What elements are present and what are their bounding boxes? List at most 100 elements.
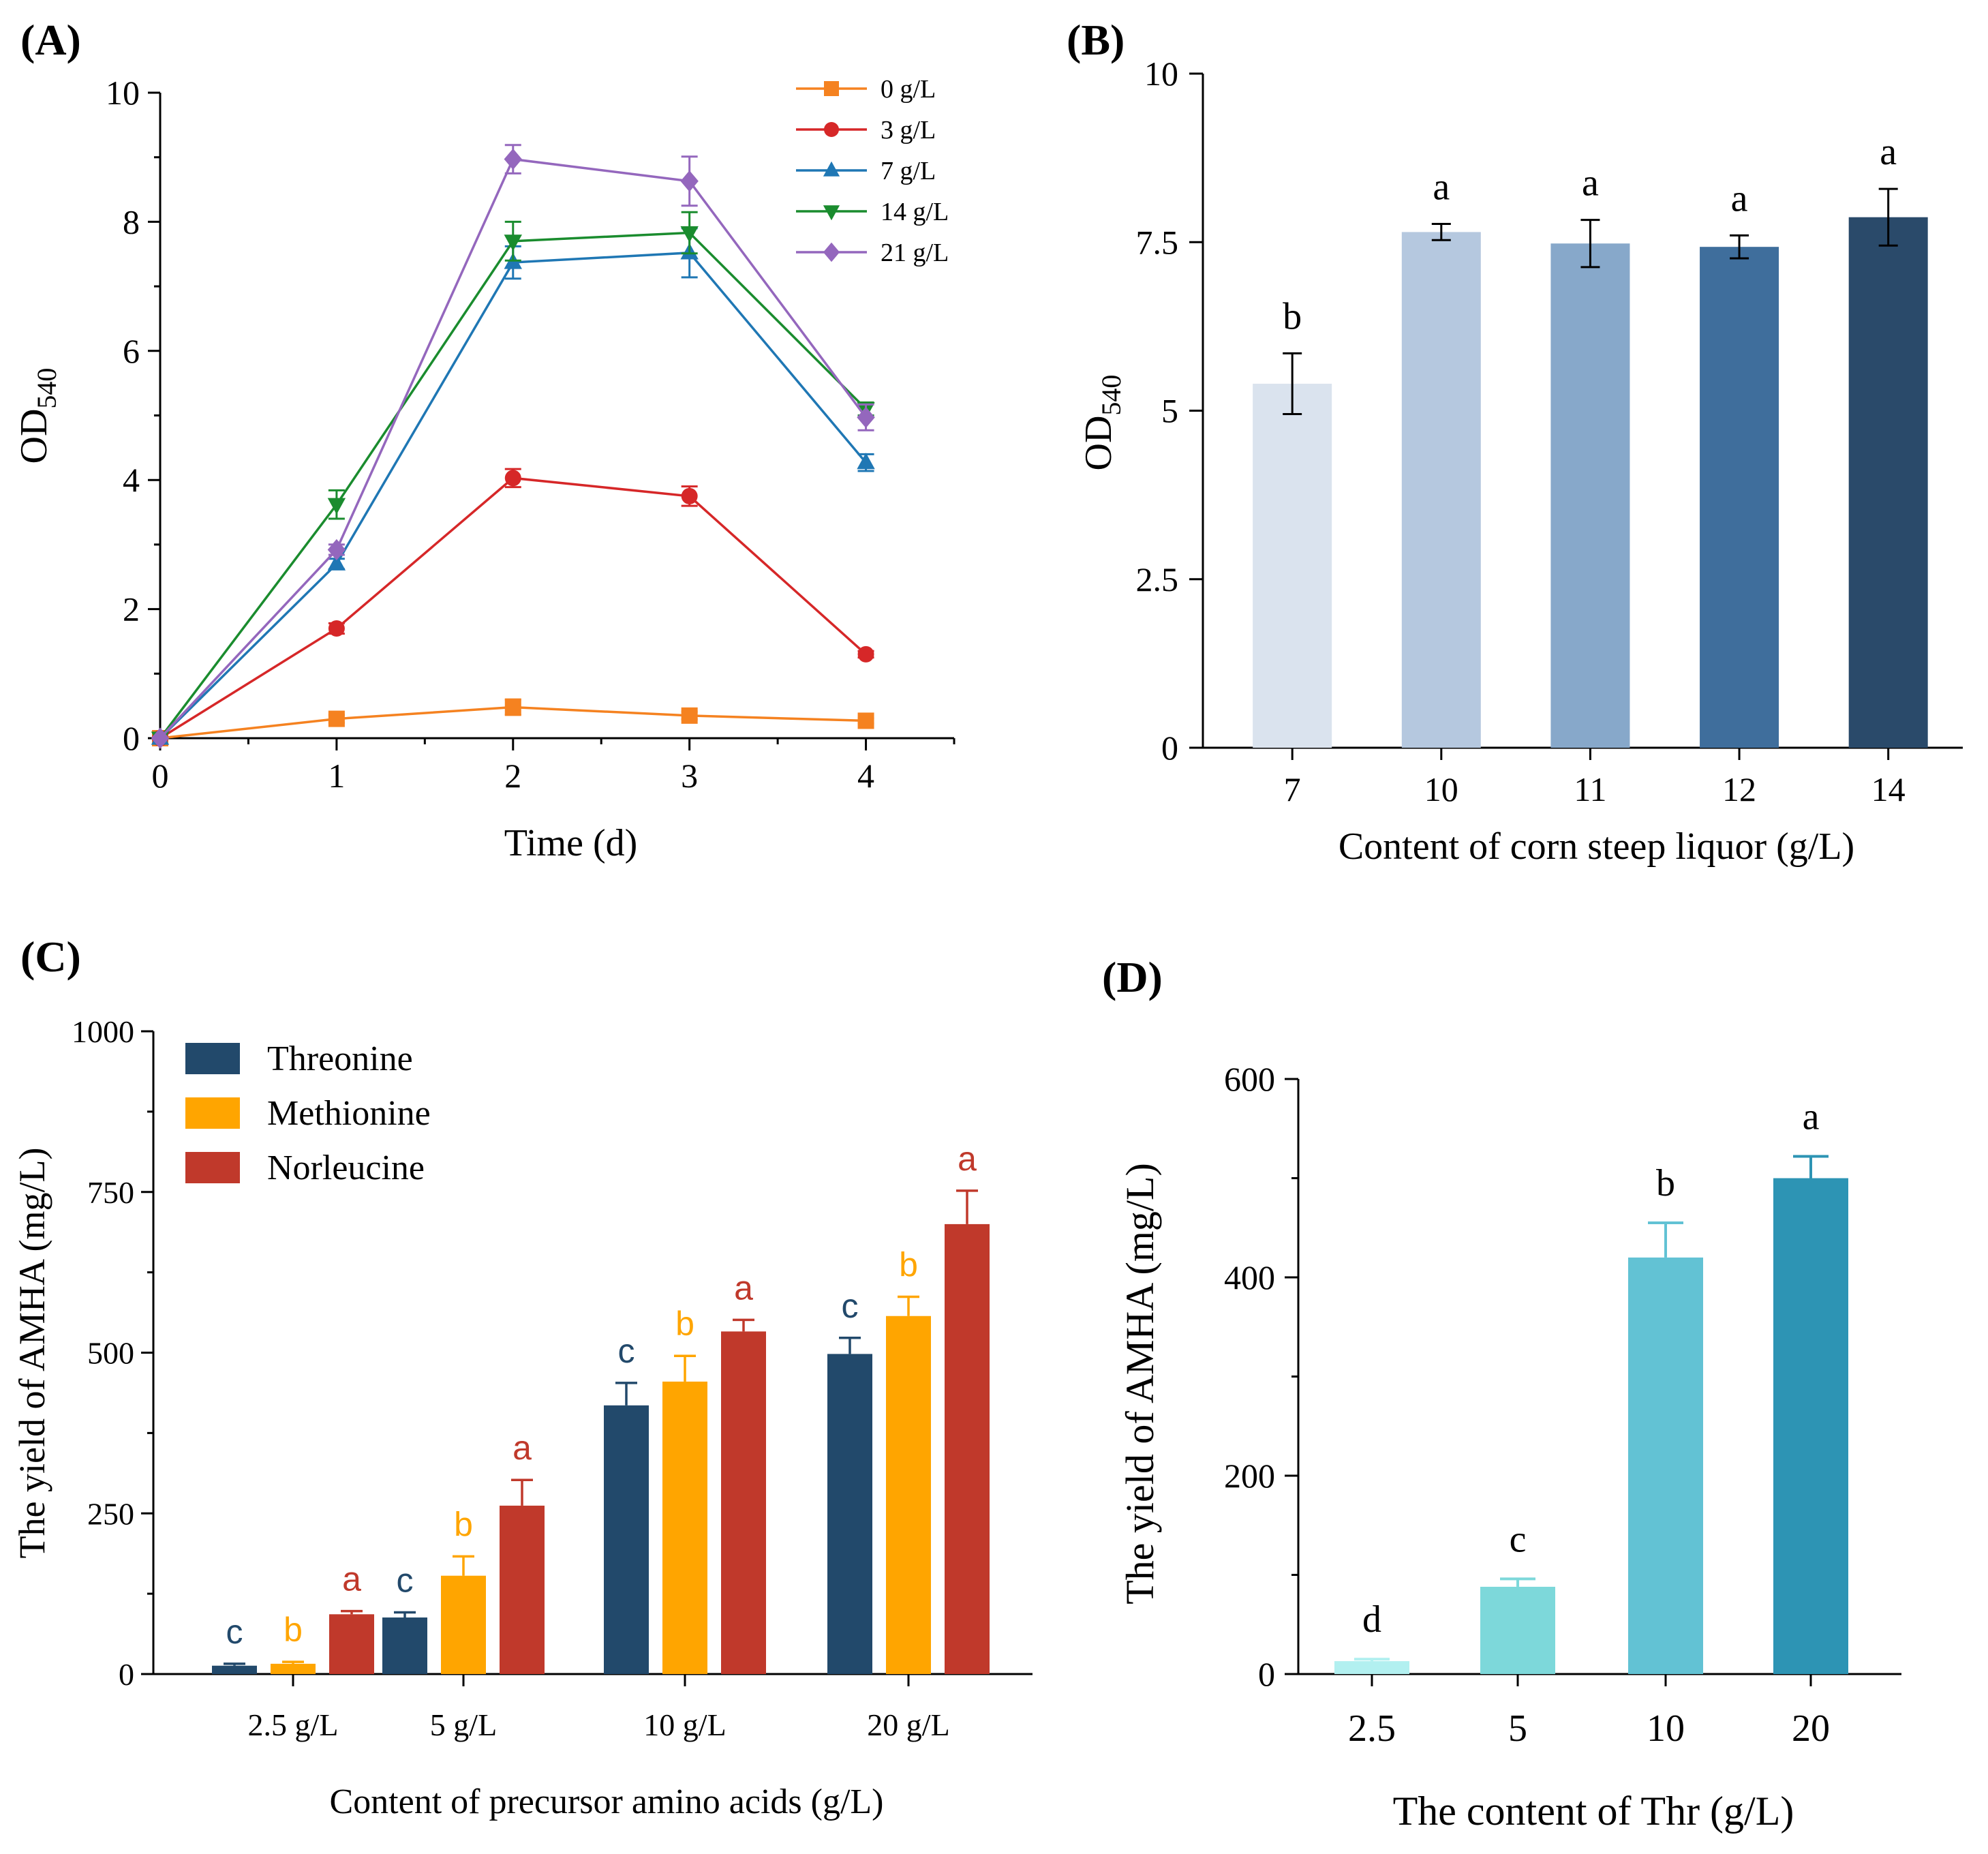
y-tick-label: 7.5 [1136, 223, 1179, 261]
y-axis-title-subscript: 540 [1096, 375, 1127, 416]
panel-label: (C) [20, 932, 81, 981]
x-tick-label: 10 [1424, 770, 1458, 808]
y-tick-label: 0 [1258, 1655, 1275, 1693]
bar-methionine [271, 1663, 316, 1674]
bar-threonine [212, 1665, 257, 1674]
legend-label: 3 g/L [881, 116, 936, 145]
bar-threonine [604, 1405, 649, 1674]
y-tick-label: 400 [1224, 1258, 1275, 1296]
legend-swatch [185, 1097, 240, 1129]
bar [1628, 1257, 1703, 1674]
legend-label: Norleucine [267, 1149, 425, 1187]
x-axis-title: Content of corn steep liquor (g/L) [1339, 825, 1854, 868]
bar-norleucine [329, 1614, 374, 1674]
y-tick-label: 10 [106, 74, 140, 112]
data-point [681, 707, 698, 724]
x-axis-title: Time (d) [504, 822, 638, 864]
y-tick-label: 2.5 [1136, 560, 1179, 598]
legend-swatch [185, 1152, 240, 1183]
data-point [327, 498, 346, 515]
panel-b: (B) 0 2.5 5 7.5 10 b 7 a 10 a 11 a 12 a 14 Content of co… [1067, 16, 1963, 868]
y-tick-label: 0 [123, 719, 140, 757]
x-axis-title: Content of precursor amino acids (g/L) [330, 1782, 884, 1821]
significance-letter: b [284, 1611, 303, 1649]
significance-letter: c [1510, 1518, 1527, 1560]
y-tick-label: 10 [1144, 55, 1178, 93]
significance-letter: a [1731, 177, 1748, 219]
bar [1700, 247, 1779, 748]
series-line [159, 252, 867, 740]
bar-threonine [827, 1354, 872, 1674]
legend-label: Threonine [267, 1039, 413, 1078]
bar-norleucine [500, 1505, 545, 1674]
x-tick-label: 2 [504, 757, 521, 795]
significance-letter: a [513, 1429, 532, 1467]
x-tick-label: 3 [681, 757, 698, 795]
data-point [680, 226, 699, 243]
x-tick-label: 10 g/L [643, 1707, 726, 1742]
x-tick-label: 1 [328, 757, 345, 795]
significance-letter: a [1433, 166, 1450, 209]
y-tick-label: 250 [87, 1496, 134, 1531]
legend: Threonine Methionine Norleucine [185, 1039, 431, 1187]
y-tick-label: 0 [1161, 729, 1178, 767]
legend-swatch [185, 1043, 240, 1074]
bar-threonine [382, 1617, 427, 1674]
significance-letter: a [1582, 162, 1599, 204]
y-axis-title: The yield of AMHA (mg/L) [1118, 1163, 1162, 1605]
data-point [328, 620, 345, 637]
y-axis-title-subscript: 540 [31, 368, 62, 409]
bar [1480, 1586, 1555, 1674]
panel-label: (A) [20, 16, 81, 64]
y-axis-title: The yield of AMHA (mg/L) [12, 1148, 52, 1559]
significance-letter: a [1880, 131, 1897, 173]
y-tick-label: 4 [123, 461, 140, 499]
x-axis-title: The content of Thr (g/L) [1393, 1789, 1794, 1834]
x-tick-label: 4 [857, 757, 874, 795]
x-tick-label: 7 [1284, 770, 1301, 808]
data-point [504, 699, 521, 716]
bar-norleucine [721, 1331, 766, 1674]
data-point [857, 712, 874, 729]
legend-label: 21 g/L [881, 239, 949, 267]
data-point [857, 453, 875, 470]
data-point [504, 234, 522, 252]
data-point [504, 148, 522, 170]
bar [1550, 243, 1630, 748]
x-tick-label: 10 [1647, 1707, 1685, 1750]
legend: 0 g/L 3 g/L 7 g/L 14 g/L 21 g/L [796, 75, 949, 267]
data-point [857, 645, 874, 663]
legend-marker [824, 81, 839, 96]
x-tick-label: 5 g/L [430, 1707, 497, 1742]
legend-marker [824, 122, 839, 137]
bar-methionine [441, 1575, 486, 1674]
y-tick-label: 8 [123, 202, 140, 241]
y-tick-label: 5 [1161, 392, 1178, 430]
y-tick-label: 1000 [72, 1014, 134, 1049]
significance-letter: b [675, 1305, 694, 1343]
significance-letter: b [454, 1505, 473, 1543]
bar [1773, 1178, 1848, 1674]
significance-letter: c [397, 1561, 414, 1599]
bar-methionine [886, 1316, 931, 1674]
data-point [680, 170, 699, 192]
x-tick-label: 5 [1508, 1707, 1527, 1750]
data-point [328, 710, 345, 727]
panel-label: (D) [1102, 953, 1163, 1001]
x-tick-label: 14 [1871, 770, 1906, 808]
bar [1848, 217, 1928, 748]
data-point [681, 487, 698, 504]
x-tick-label: 12 [1722, 770, 1756, 808]
significance-letter: c [618, 1332, 635, 1370]
data-point [327, 553, 346, 571]
significance-letter: a [958, 1140, 977, 1178]
legend-marker [823, 161, 840, 177]
bar [1334, 1661, 1409, 1674]
legend-label: 7 g/L [881, 157, 936, 185]
legend-label: 0 g/L [881, 75, 936, 104]
x-tick-label: 0 [152, 757, 169, 795]
significance-letter: b [1656, 1162, 1675, 1204]
significance-letter: a [734, 1268, 753, 1307]
data-point [151, 727, 170, 749]
